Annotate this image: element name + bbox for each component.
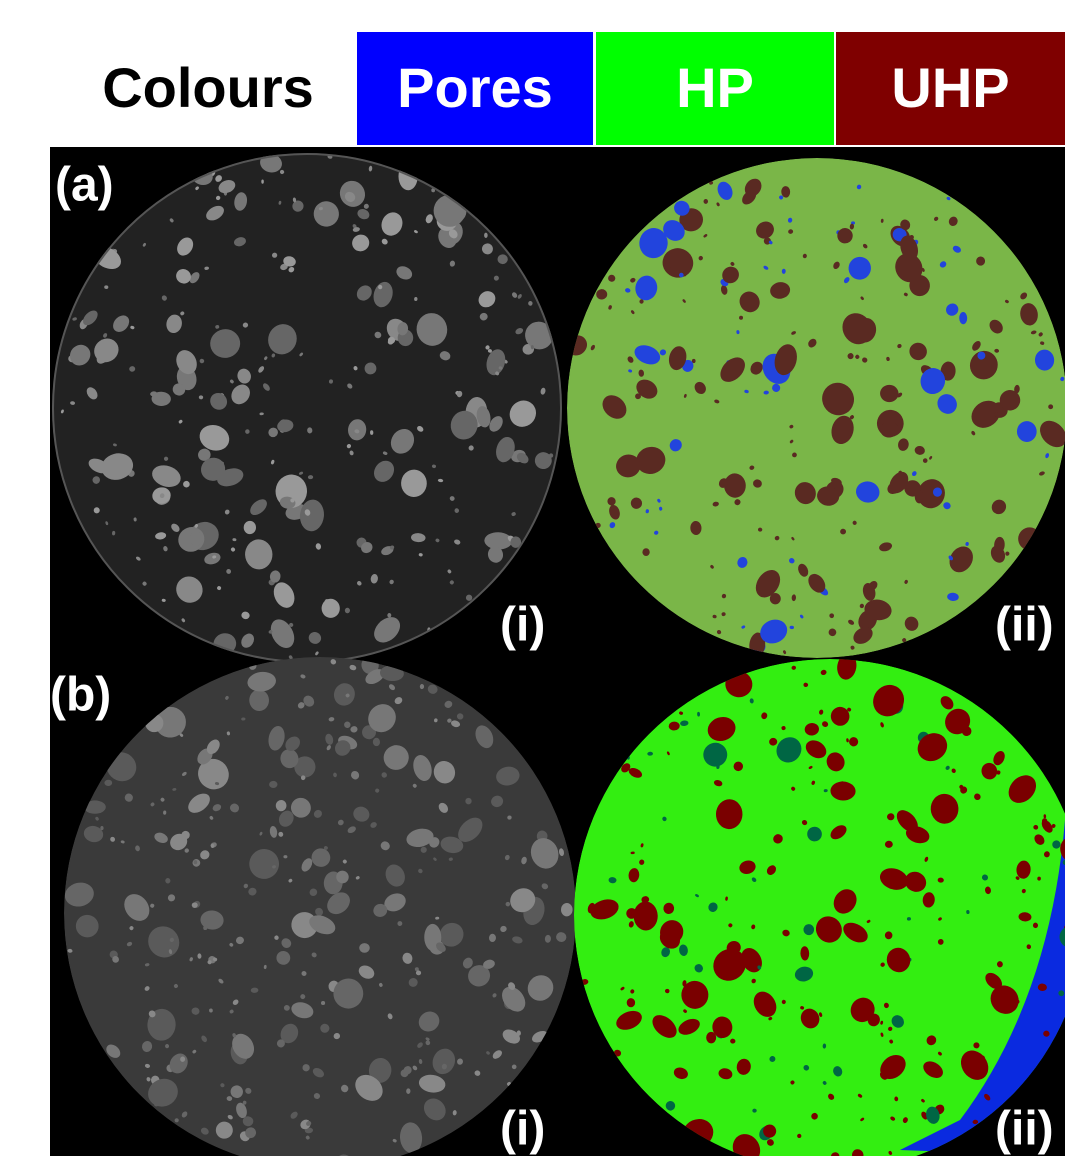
legend: Pores HP UHP	[357, 32, 1065, 145]
particle	[359, 943, 370, 953]
image-label: (ii)	[995, 599, 1054, 652]
particle	[484, 233, 488, 238]
image-label: (ii)	[995, 1103, 1054, 1156]
particle	[192, 902, 198, 908]
panel-label: (b)	[50, 669, 111, 722]
particle	[465, 798, 471, 805]
legend-label: HP	[676, 56, 754, 119]
particle	[283, 855, 287, 858]
legend-label: UHP	[891, 56, 1009, 119]
legend-title: Colours	[102, 56, 314, 119]
image-label: (i)	[500, 599, 545, 652]
panel-label: (a)	[55, 159, 114, 212]
legend-label: Pores	[397, 56, 553, 119]
particle	[175, 1118, 179, 1122]
image-label: (i)	[500, 1103, 545, 1156]
particle	[642, 548, 649, 556]
figure: Colours PoresHPUHP (a) (i) (ii) (b) (i) …	[0, 0, 1065, 1156]
particle	[261, 180, 264, 184]
page: Colours PoresHPUHP (a) (i) (ii) (b) (i) …	[0, 0, 1065, 1156]
